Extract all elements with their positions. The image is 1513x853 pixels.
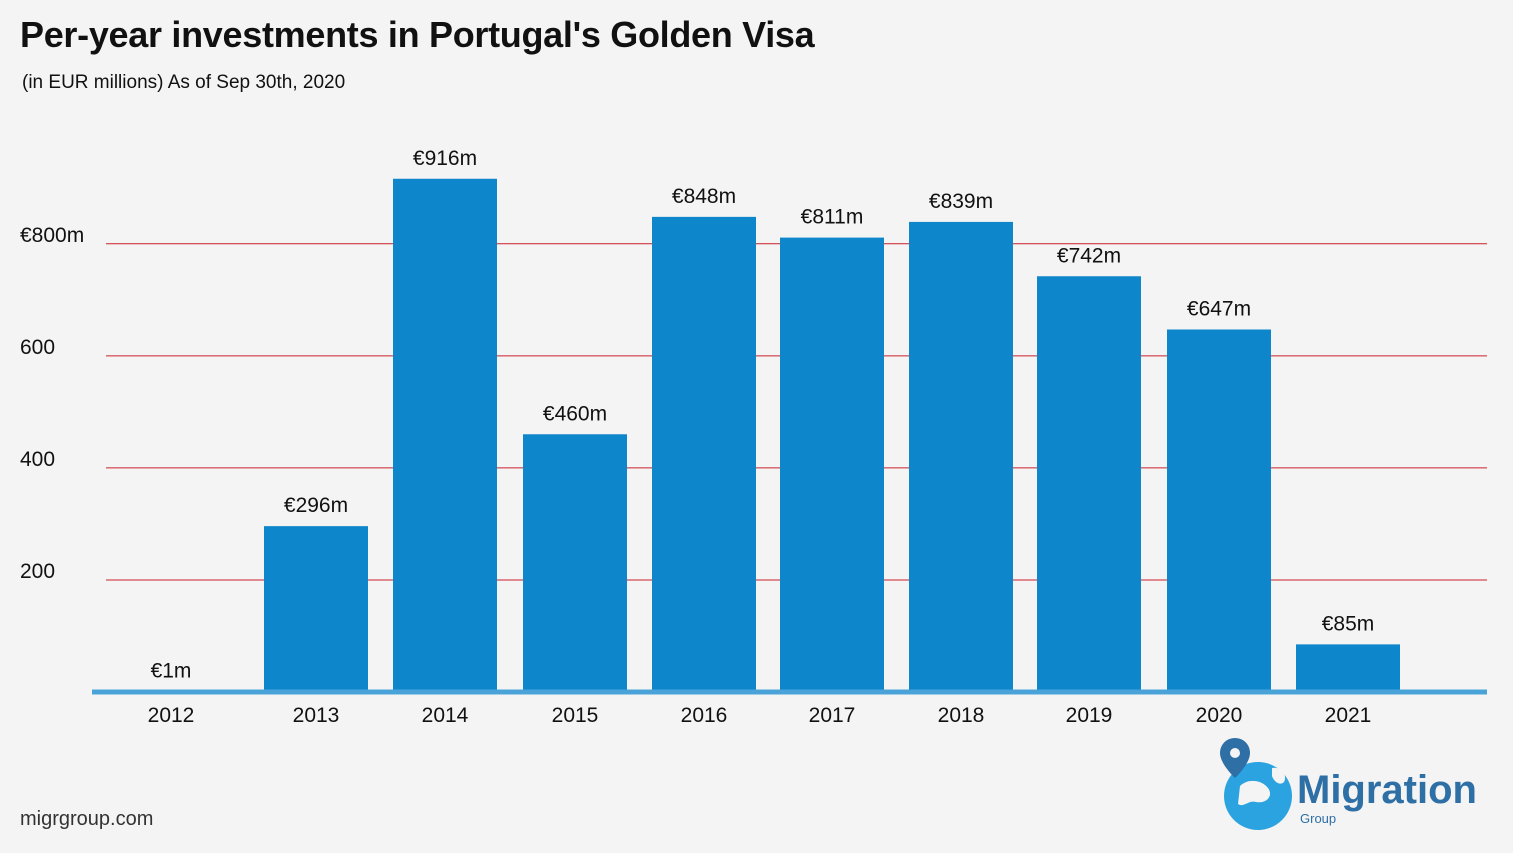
x-tick-label: 2019 (1066, 704, 1113, 727)
data-label: €811m (801, 206, 864, 229)
data-label: €647m (1187, 297, 1251, 320)
logo-wordmark: Migration (1297, 768, 1477, 812)
x-tick-label: 2016 (681, 704, 728, 727)
chart-title: Per-year investments in Portugal's Golde… (20, 14, 815, 55)
x-tick-label: 2021 (1325, 704, 1372, 727)
data-label: €1m (151, 659, 192, 682)
bar (1037, 276, 1141, 692)
logo-subtext: Group (1300, 811, 1337, 826)
data-label: €460m (543, 402, 607, 425)
x-tick-label: 2017 (809, 704, 856, 727)
x-tick-label: 2018 (938, 704, 985, 727)
data-label: €85m (1322, 612, 1375, 635)
data-label: €742m (1057, 244, 1121, 267)
bar (780, 237, 884, 693)
data-label: €916m (413, 147, 477, 170)
bar (523, 434, 627, 692)
bar (909, 221, 1013, 692)
bar (1296, 644, 1400, 692)
x-tick-label: 2014 (422, 704, 469, 727)
bar (652, 216, 756, 692)
x-tick-label: 2013 (293, 704, 340, 727)
data-label: €296m (284, 494, 348, 517)
source-url: migrgroup.com (20, 808, 154, 830)
bar (264, 526, 368, 692)
globe-logo-icon (1220, 738, 1292, 830)
x-tick-label: 2012 (148, 704, 195, 727)
data-label: €839m (929, 190, 993, 213)
x-tick-label: 2015 (552, 704, 599, 727)
x-tick-label: 2020 (1196, 704, 1243, 727)
bar (1167, 329, 1271, 692)
bar (393, 178, 497, 692)
y-tick-label: 400 (20, 448, 55, 471)
y-tick-label: 600 (20, 336, 55, 359)
chart-subtitle: (in EUR millions) As of Sep 30th, 2020 (22, 72, 346, 93)
y-tick-label: 200 (20, 560, 55, 583)
y-tick-label: €800m (20, 224, 84, 247)
data-label: €848m (672, 185, 736, 208)
